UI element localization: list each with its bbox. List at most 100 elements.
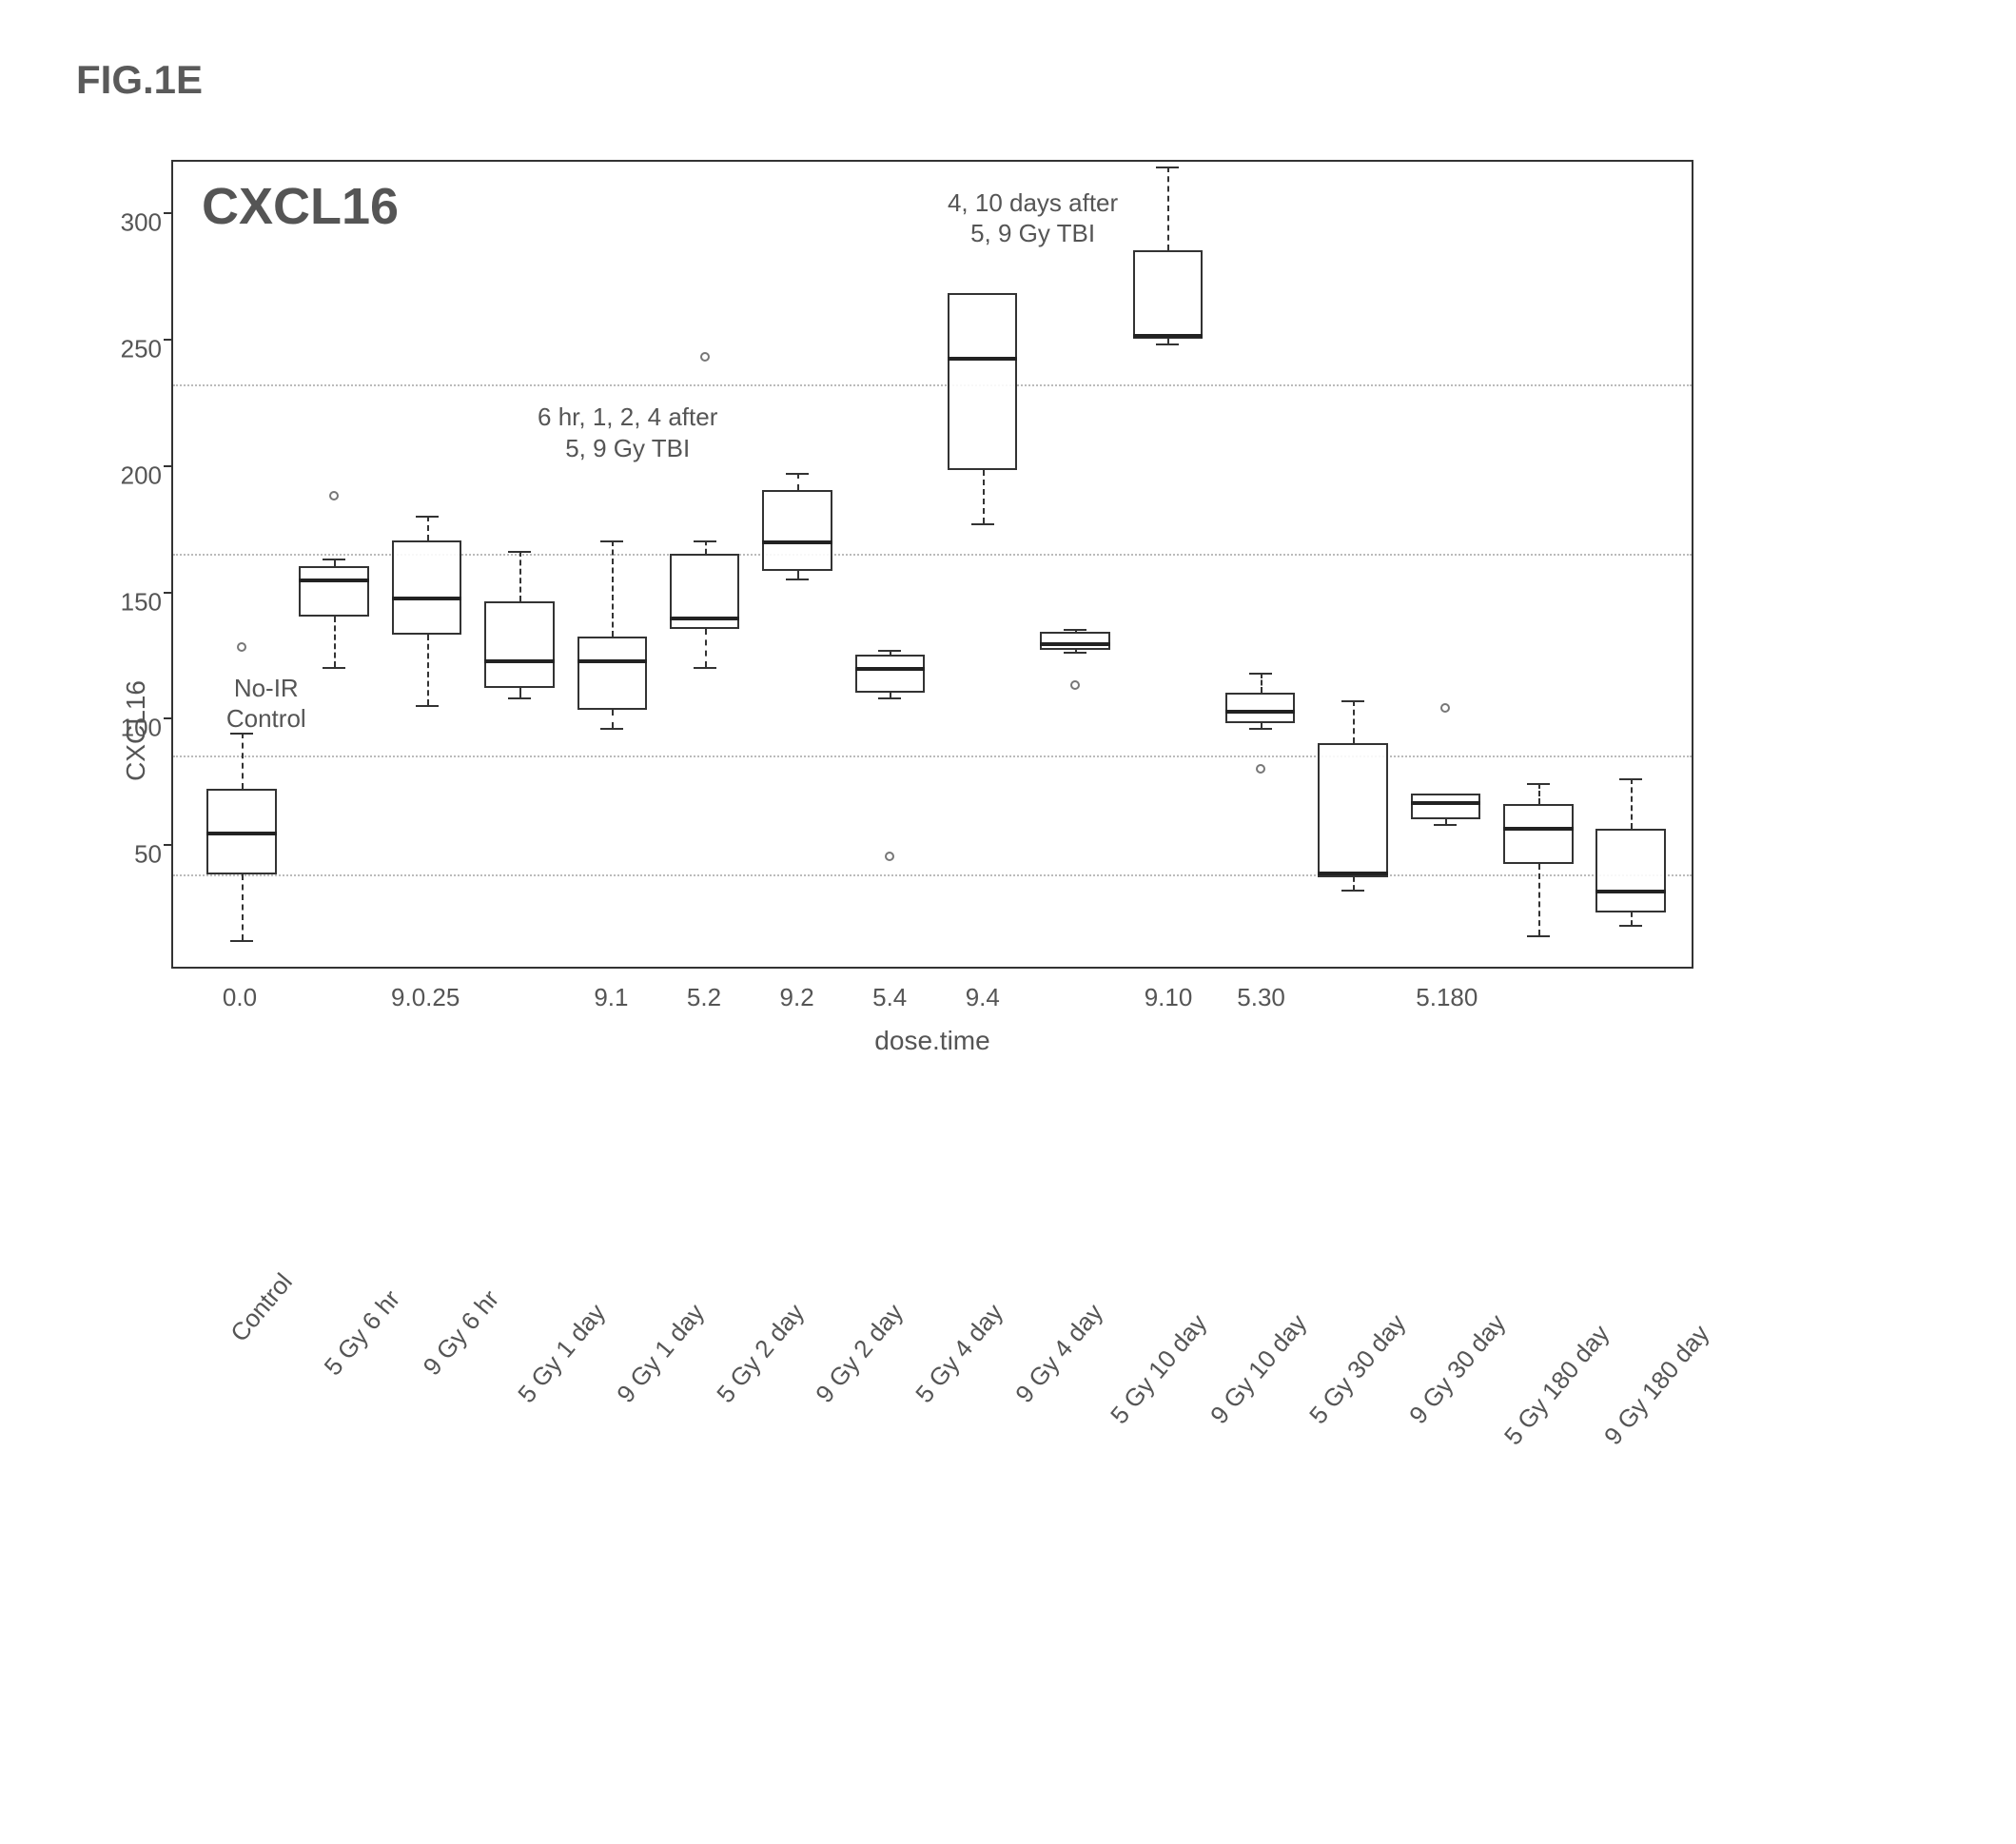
median-line bbox=[1411, 801, 1480, 805]
whisker-lower bbox=[797, 571, 799, 579]
boxplot-chart: CXCL16 50100150200250300 CXCL16 No-IR Co… bbox=[171, 160, 1789, 1302]
whisker-lower bbox=[612, 710, 614, 728]
outlier-point bbox=[700, 352, 710, 362]
outlier-point bbox=[237, 642, 246, 652]
box bbox=[762, 490, 832, 571]
y-tick-label: 250 bbox=[121, 334, 162, 363]
x-category-label: 5 Gy 6 hr bbox=[318, 1285, 405, 1382]
x-numeric-label: 0.0 bbox=[223, 983, 257, 1012]
x-numeric-label: 9.1 bbox=[594, 983, 628, 1012]
whisker-lower bbox=[242, 874, 244, 940]
x-numeric-label: 5.4 bbox=[872, 983, 907, 1012]
median-line bbox=[1503, 827, 1573, 831]
whisker-lower bbox=[519, 688, 521, 698]
y-tick-label: 200 bbox=[121, 461, 162, 490]
median-line bbox=[855, 667, 925, 671]
x-numeric-label: 5.180 bbox=[1416, 983, 1478, 1012]
whisker-lower bbox=[1353, 877, 1355, 890]
x-category-label: 9 Gy 30 day bbox=[1403, 1308, 1512, 1429]
x-category-label: 5 Gy 2 day bbox=[711, 1298, 811, 1408]
whisker-upper bbox=[1353, 700, 1355, 743]
x-category-label: 9 Gy 10 day bbox=[1204, 1308, 1313, 1429]
median-line bbox=[948, 357, 1017, 361]
x-category-label: 5 Gy 30 day bbox=[1303, 1308, 1412, 1429]
box bbox=[1133, 250, 1203, 339]
whisker-upper bbox=[797, 473, 799, 491]
median-line bbox=[392, 597, 461, 600]
median-line bbox=[206, 832, 276, 835]
chart-annotation: 6 hr, 1, 2, 4 after 5, 9 Gy TBI bbox=[538, 402, 717, 463]
box bbox=[206, 789, 276, 874]
box bbox=[392, 540, 461, 634]
box bbox=[1503, 804, 1573, 865]
whisker-upper bbox=[612, 540, 614, 637]
box bbox=[855, 655, 925, 693]
box bbox=[484, 601, 554, 687]
y-tick-label: 300 bbox=[121, 208, 162, 238]
x-category-label: 9 Gy 6 hr bbox=[418, 1285, 505, 1382]
x-numeric-label: 9.0.25 bbox=[391, 983, 460, 1012]
outlier-point bbox=[329, 491, 339, 500]
box bbox=[1411, 794, 1480, 819]
x-category-label: 9 Gy 2 day bbox=[811, 1298, 910, 1408]
whisker-lower bbox=[983, 470, 985, 523]
median-line bbox=[484, 659, 554, 663]
x-category-label: 5 Gy 10 day bbox=[1105, 1308, 1213, 1429]
chart-title: CXCL16 bbox=[202, 177, 399, 236]
box bbox=[1040, 632, 1109, 650]
median-line bbox=[1318, 872, 1387, 875]
outlier-point bbox=[885, 852, 894, 861]
reference-line bbox=[173, 384, 1692, 386]
y-tick-label: 100 bbox=[121, 714, 162, 743]
x-numeric-label: 9.10 bbox=[1145, 983, 1193, 1012]
whisker-upper bbox=[242, 733, 244, 788]
box bbox=[577, 637, 647, 710]
x-axis-title: dose.time bbox=[874, 1026, 989, 1056]
outlier-point bbox=[1256, 764, 1265, 774]
reference-line bbox=[173, 755, 1692, 757]
median-line bbox=[1133, 334, 1203, 338]
box bbox=[1595, 829, 1665, 912]
whisker-upper bbox=[519, 551, 521, 601]
x-category-labels: Control5 Gy 6 hr9 Gy 6 hr5 Gy 1 day9 Gy … bbox=[171, 1092, 1693, 1378]
chart-annotation: 4, 10 days after 5, 9 Gy TBI bbox=[948, 187, 1118, 249]
median-line bbox=[762, 540, 832, 544]
x-numeric-label: 5.30 bbox=[1237, 983, 1285, 1012]
x-numeric-labels: 0.0 9.0.25 9.1 5.2 9.2 5.4 9.4 9.10 5.30 5.180 bbox=[171, 983, 1693, 1021]
x-numeric-label: 9.4 bbox=[966, 983, 1000, 1012]
whisker-upper bbox=[1538, 783, 1540, 803]
figure-label: FIG.1E bbox=[76, 57, 1940, 103]
outlier-point bbox=[1440, 703, 1450, 713]
y-tick-label: 150 bbox=[121, 587, 162, 617]
whisker-lower bbox=[705, 629, 707, 667]
whisker-upper bbox=[1167, 167, 1169, 250]
x-category-label: 5 Gy 1 day bbox=[512, 1298, 612, 1408]
box bbox=[670, 554, 739, 630]
box bbox=[948, 293, 1017, 470]
median-line bbox=[1595, 890, 1665, 893]
y-axis-ticks: 50 100 150 200 250 300 bbox=[105, 160, 162, 969]
median-line bbox=[1040, 642, 1109, 646]
chart-annotation: No-IR Control bbox=[226, 673, 306, 735]
median-line bbox=[1225, 710, 1295, 714]
y-tick-label: 50 bbox=[134, 840, 162, 870]
x-category-label: 9 Gy 180 day bbox=[1598, 1319, 1715, 1450]
whisker-upper bbox=[1261, 673, 1262, 693]
x-numeric-label: 5.2 bbox=[687, 983, 721, 1012]
x-category-label: 9 Gy 1 day bbox=[611, 1298, 711, 1408]
x-category-label: 5 Gy 4 day bbox=[910, 1298, 1009, 1408]
plot-area: CXCL16 No-IR Control 6 hr, 1, 2, 4 after … bbox=[171, 160, 1693, 969]
reference-line bbox=[173, 874, 1692, 876]
median-line bbox=[577, 659, 647, 663]
median-line bbox=[299, 579, 368, 582]
median-line bbox=[670, 617, 739, 620]
whisker-lower bbox=[427, 635, 429, 705]
x-category-label: 9 Gy 4 day bbox=[1009, 1298, 1109, 1408]
whisker-lower bbox=[334, 617, 336, 667]
box bbox=[1318, 743, 1387, 877]
x-numeric-label: 9.2 bbox=[780, 983, 814, 1012]
whisker-lower bbox=[1538, 864, 1540, 934]
whisker-upper bbox=[427, 516, 429, 541]
box bbox=[1225, 693, 1295, 723]
box bbox=[299, 566, 368, 617]
